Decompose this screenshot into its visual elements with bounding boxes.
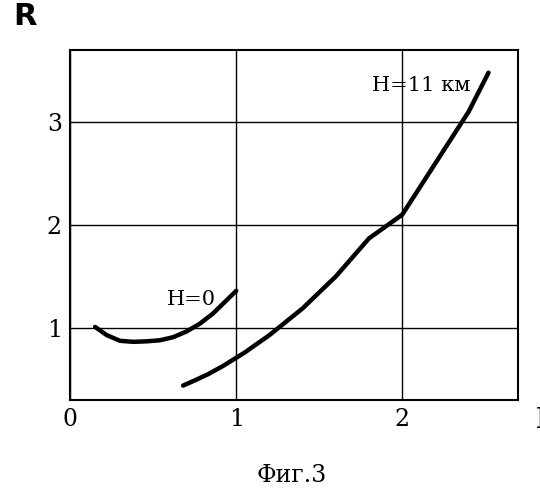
Text: H=0: H=0 [166,290,215,310]
Text: $\bar{\mathbf{R}}$: $\bar{\mathbf{R}}$ [13,0,38,32]
Text: M: M [536,408,540,434]
Text: H=11 км: H=11 км [372,76,471,95]
Text: Фиг.3: Фиг.3 [256,464,327,486]
